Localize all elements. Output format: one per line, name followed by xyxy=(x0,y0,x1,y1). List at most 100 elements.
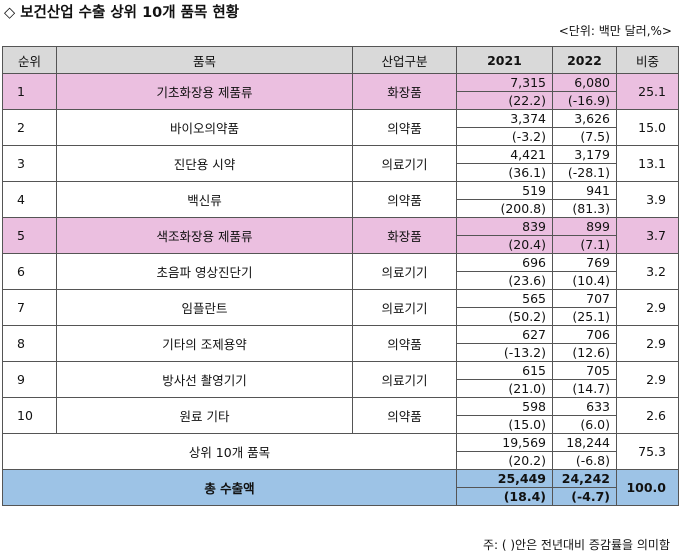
growth-2021-cell: (200.8) xyxy=(456,199,553,218)
category-cell: 의약품 xyxy=(352,397,457,434)
value-2021-cell: 519 xyxy=(456,181,553,200)
share-cell: 75.3 xyxy=(616,433,679,470)
growth-2022-cell: (-28.1) xyxy=(552,163,617,182)
table-row-growth: (20.4) (7.1) xyxy=(3,235,679,254)
table-row: 7 임플란트 의료기기 565 707 2.9 xyxy=(2,289,679,326)
growth-2021-cell: (20.2) xyxy=(456,451,553,470)
category-cell: 의약품 xyxy=(352,325,457,362)
share-cell: 3.9 xyxy=(616,181,679,218)
table-row-growth: (21.0) (14.7) xyxy=(3,379,679,398)
value-2022-cell: 899 xyxy=(552,217,617,236)
growth-2021-cell: (36.1) xyxy=(456,163,553,182)
item-cell: 백신류 xyxy=(56,181,353,218)
table-row: 8 기타의 조제용약 의약품 627 706 2.9 xyxy=(2,325,679,362)
table-row: 상위 10개 품목 19,569 18,244 75.3 xyxy=(2,433,679,470)
value-2021-cell: 7,315 xyxy=(456,73,553,92)
item-cell: 진단용 시약 xyxy=(56,145,353,182)
category-cell: 화장품 xyxy=(352,217,457,254)
growth-2022-cell: (-16.9) xyxy=(552,91,617,110)
header-2022: 2022 xyxy=(552,46,617,74)
table-header-row: 순위 품목 산업구분 2021 2022 비중 xyxy=(2,46,679,74)
growth-2021-cell: (15.0) xyxy=(456,415,553,434)
value-2022-cell: 706 xyxy=(552,325,617,344)
item-cell: 초음파 영상진단기 xyxy=(56,253,353,290)
growth-2021-cell: (18.4) xyxy=(456,487,553,506)
table-row-growth: (200.8) (81.3) xyxy=(3,199,679,218)
growth-2022-cell: (6.0) xyxy=(552,415,617,434)
growth-2021-cell: (-13.2) xyxy=(456,343,553,362)
share-cell: 2.6 xyxy=(616,397,679,434)
table-row: 5 색조화장용 제품류 화장품 839 899 3.7 xyxy=(2,217,679,254)
share-cell: 2.9 xyxy=(616,361,679,398)
value-2021-cell: 627 xyxy=(456,325,553,344)
footnote: 주: ( )안은 전년대비 증감률을 의미함 xyxy=(482,538,670,552)
value-2021-cell: 696 xyxy=(456,253,553,272)
rank-cell: 3 xyxy=(2,145,57,182)
value-2021-cell: 839 xyxy=(456,217,553,236)
item-cell: 기타의 조제용약 xyxy=(56,325,353,362)
value-2021-cell: 4,421 xyxy=(456,145,553,164)
table-row: 2 바이오의약품 의약품 3,374 3,626 15.0 xyxy=(2,109,679,146)
growth-2022-cell: (10.4) xyxy=(552,271,617,290)
page-title: ◇ 보건산업 수출 상위 10개 품목 현황 xyxy=(4,5,240,21)
growth-2022-cell: (-6.8) xyxy=(552,451,617,470)
value-2022-cell: 941 xyxy=(552,181,617,200)
share-cell: 25.1 xyxy=(616,73,679,110)
growth-2021-cell: (50.2) xyxy=(456,307,553,326)
growth-2022-cell: (12.6) xyxy=(552,343,617,362)
summary-label-cell: 상위 10개 품목 xyxy=(2,433,457,470)
value-2021-cell: 565 xyxy=(456,289,553,308)
table-row-growth: (18.4) (-4.7) xyxy=(3,487,679,506)
rank-cell: 9 xyxy=(2,361,57,398)
growth-2022-cell: (25.1) xyxy=(552,307,617,326)
table-row: 3 진단용 시약 의료기기 4,421 3,179 13.1 xyxy=(2,145,679,182)
value-2022-cell: 24,242 xyxy=(552,469,617,488)
value-2022-cell: 3,179 xyxy=(552,145,617,164)
growth-2022-cell: (-4.7) xyxy=(552,487,617,506)
table-row: 9 방사선 촬영기기 의료기기 615 705 2.9 xyxy=(2,361,679,398)
rank-cell: 5 xyxy=(2,217,57,254)
category-cell: 의료기기 xyxy=(352,361,457,398)
item-cell: 방사선 촬영기기 xyxy=(56,361,353,398)
table-row-growth: (15.0) (6.0) xyxy=(3,415,679,434)
value-2022-cell: 769 xyxy=(552,253,617,272)
value-2022-cell: 6,080 xyxy=(552,73,617,92)
summary-label-cell: 총 수출액 xyxy=(2,469,457,506)
table-row-growth: (20.2) (-6.8) xyxy=(3,451,679,470)
growth-2021-cell: (21.0) xyxy=(456,379,553,398)
growth-2021-cell: (23.6) xyxy=(456,271,553,290)
rank-cell: 4 xyxy=(2,181,57,218)
header-rank: 순위 xyxy=(2,46,57,74)
growth-2021-cell: (22.2) xyxy=(456,91,553,110)
rank-cell: 6 xyxy=(2,253,57,290)
rank-cell: 7 xyxy=(2,289,57,326)
value-2021-cell: 19,569 xyxy=(456,433,553,452)
unit-label: <단위: 백만 달러,%> xyxy=(558,24,672,38)
category-cell: 의료기기 xyxy=(352,289,457,326)
rank-cell: 10 xyxy=(2,397,57,434)
rank-cell: 1 xyxy=(2,73,57,110)
table-row-growth: (-13.2) (12.6) xyxy=(3,343,679,362)
share-cell: 15.0 xyxy=(616,109,679,146)
share-cell: 2.9 xyxy=(616,325,679,362)
table-row-growth: (22.2) (-16.9) xyxy=(3,91,679,110)
value-2022-cell: 633 xyxy=(552,397,617,416)
item-cell: 색조화장용 제품류 xyxy=(56,217,353,254)
share-cell: 3.2 xyxy=(616,253,679,290)
item-cell: 원료 기타 xyxy=(56,397,353,434)
category-cell: 의료기기 xyxy=(352,145,457,182)
value-2022-cell: 3,626 xyxy=(552,109,617,128)
growth-2022-cell: (7.5) xyxy=(552,127,617,146)
value-2021-cell: 25,449 xyxy=(456,469,553,488)
table-row: 6 초음파 영상진단기 의료기기 696 769 3.2 xyxy=(2,253,679,290)
growth-2022-cell: (7.1) xyxy=(552,235,617,254)
header-item: 품목 xyxy=(56,46,353,74)
table-row-growth: (23.6) (10.4) xyxy=(3,271,679,290)
item-cell: 기초화장용 제품류 xyxy=(56,73,353,110)
rank-cell: 8 xyxy=(2,325,57,362)
growth-2021-cell: (20.4) xyxy=(456,235,553,254)
share-cell: 3.7 xyxy=(616,217,679,254)
table-row: 총 수출액 25,449 24,242 100.0 xyxy=(2,469,679,506)
share-cell: 100.0 xyxy=(616,469,679,506)
item-cell: 바이오의약품 xyxy=(56,109,353,146)
